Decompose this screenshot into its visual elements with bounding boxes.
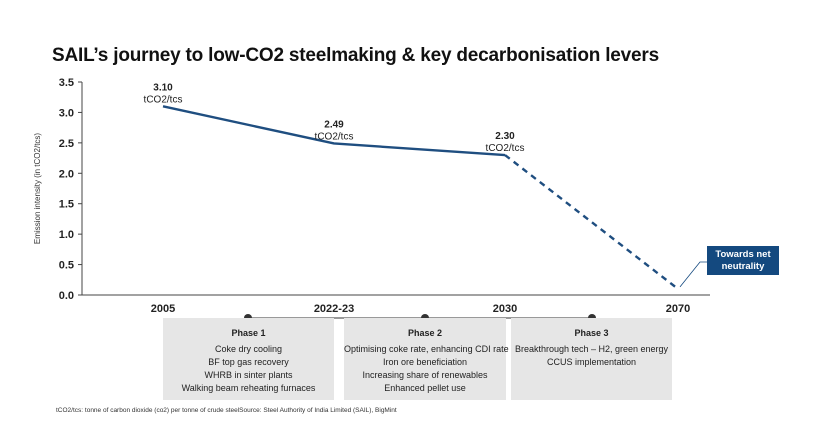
x-tick-label: 2070 bbox=[666, 303, 690, 315]
phase-1-item: BF top gas recovery bbox=[208, 357, 289, 367]
data-label-value: 3.10 bbox=[153, 82, 173, 93]
phase-2-title: Phase 2 bbox=[407, 328, 443, 338]
callout-connector bbox=[679, 261, 707, 288]
phase-1-item: Walking beam reheating furnaces bbox=[181, 383, 316, 393]
y-tick-label: 1.5 bbox=[59, 199, 74, 211]
phase-3-box: Phase 3 Breakthrough tech – H2, green en… bbox=[511, 318, 672, 400]
phase-2-item: Iron ore beneficiation bbox=[382, 357, 468, 367]
phase-2-item: Enhanced pellet use bbox=[384, 383, 466, 393]
series-line-actual bbox=[162, 105, 506, 157]
series-line-projected bbox=[504, 154, 679, 290]
x-tick-label: 2022-23 bbox=[314, 303, 354, 315]
y-axis-label: Emission intensity (in tCO2/tcs) bbox=[33, 133, 42, 244]
net-neutrality-callout: Towards net neutrality bbox=[707, 246, 779, 275]
y-tick-label: 3.0 bbox=[59, 107, 74, 119]
phase-1-item: Coke dry cooling bbox=[214, 344, 283, 354]
phase-2-item: Optimising coke rate, enhancing CDI rate bbox=[344, 344, 509, 354]
y-tick-label: 2.0 bbox=[59, 168, 74, 180]
y-tick-label: 0.5 bbox=[59, 260, 74, 272]
x-tick-label: 2030 bbox=[493, 303, 517, 315]
phase-1-box: Phase 1 Coke dry cooling BF top gas reco… bbox=[163, 318, 334, 400]
y-tick-label: 1.0 bbox=[59, 229, 74, 241]
x-tick-label: 2005 bbox=[151, 303, 175, 315]
phase-2-box: Phase 2 Optimising coke rate, enhancing … bbox=[344, 318, 509, 400]
phase-1-item: WHRB in sinter plants bbox=[204, 370, 293, 380]
data-label-unit: tCO2/tcs bbox=[144, 94, 183, 105]
y-tick-label: 2.5 bbox=[59, 138, 74, 150]
phase-3-item: CCUS implementation bbox=[546, 357, 637, 367]
phase-1-title: Phase 1 bbox=[231, 328, 266, 338]
data-label-value: 2.49 bbox=[324, 119, 344, 130]
footnote: tCO2/tcs: tonne of carbon dioxide (co2) … bbox=[56, 407, 397, 414]
phase-3-item: Breakthrough tech – H2, green energy bbox=[514, 344, 669, 354]
y-tick-label: 3.5 bbox=[59, 77, 74, 89]
y-tick-label: 0.0 bbox=[59, 290, 74, 302]
data-label-value: 2.30 bbox=[495, 131, 515, 142]
phase-3-title: Phase 3 bbox=[574, 328, 609, 338]
phase-2-item: Increasing share of renewables bbox=[362, 370, 488, 380]
data-label-unit: tCO2/tcs bbox=[315, 131, 354, 142]
chart-title: SAIL’s journey to low-CO2 steelmaking & … bbox=[52, 45, 659, 66]
data-label-unit: tCO2/tcs bbox=[486, 143, 525, 154]
